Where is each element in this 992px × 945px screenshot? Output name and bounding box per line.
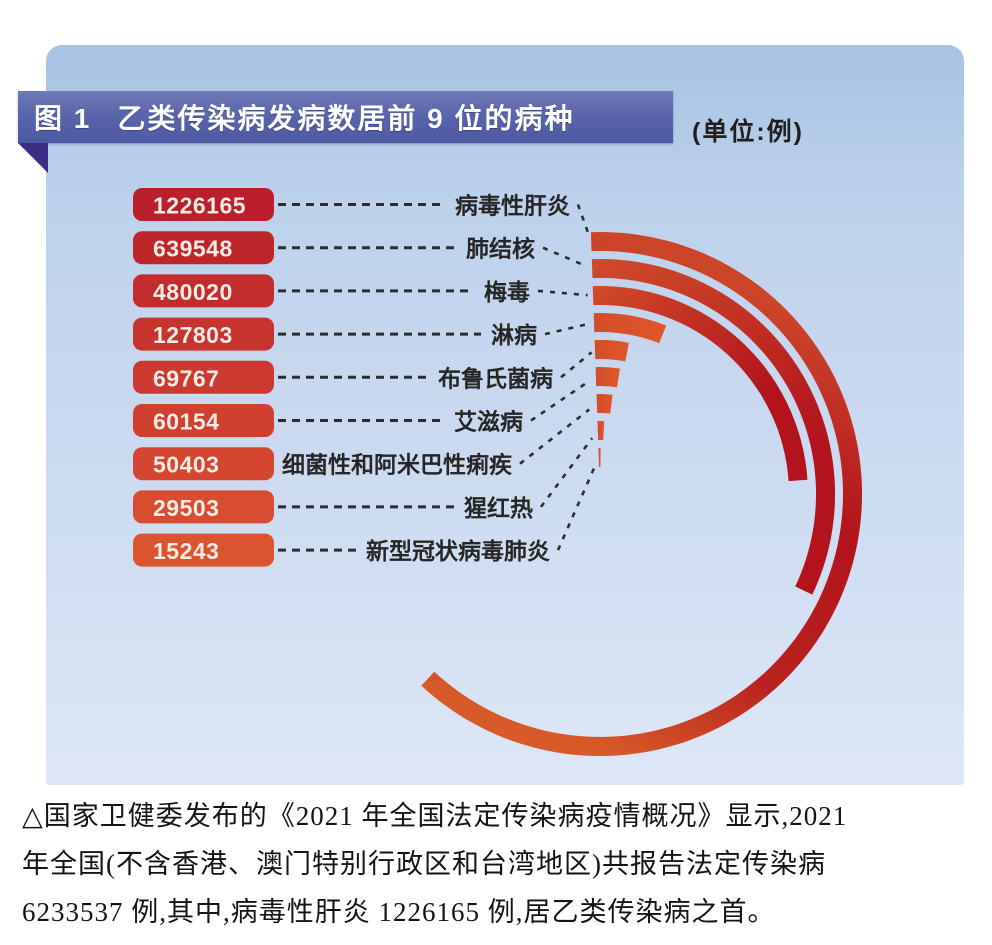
value-label: 639548: [153, 236, 233, 262]
chart-row: 1226165 病毒性肝炎: [133, 188, 863, 757]
caption-line-3: 6233537 例,其中,病毒性肝炎 1226165 例,居乙类传染病之首。: [22, 897, 776, 927]
disease-label: 猩红热: [463, 495, 533, 521]
disease-label: 梅毒: [484, 279, 530, 305]
disease-label: 新型冠状病毒肺炎: [366, 538, 550, 564]
radial-arc: [591, 258, 836, 595]
value-label: 127803: [153, 322, 233, 348]
leader-line-diagonal: [544, 322, 590, 336]
disease-label: 病毒性肝炎: [455, 193, 570, 219]
value-box: [133, 490, 274, 524]
radial-arc: [595, 367, 620, 388]
radial-arc: [598, 447, 601, 467]
chart-row: 29503 猩红热: [133, 420, 605, 524]
value-label: 1226165: [153, 193, 246, 219]
chart-row: 69767 布鲁氏菌病: [133, 339, 629, 394]
radial-arc: [596, 394, 613, 414]
figure-title: 乙类传染病发病数居前 9 位的病种: [117, 103, 575, 134]
value-label: 480020: [153, 279, 233, 305]
value-box: [133, 317, 274, 351]
value-box: [133, 274, 274, 308]
chart-row: 60154 艾滋病: [133, 367, 620, 437]
value-box: [133, 188, 274, 221]
radial-arc: [421, 232, 863, 757]
value-label: 29503: [153, 495, 219, 521]
figure-title-banner: 图 1 乙类传染病发病数居前 9 位的病种: [18, 91, 673, 143]
chart-row: 127803 淋病: [133, 312, 667, 351]
radial-arc: [594, 339, 629, 362]
radial-arc: [592, 285, 808, 482]
disease-label: 肺结核: [466, 236, 535, 262]
caption-line-2: 年全国(不含香港、澳门特别行政区和台湾地区)共报告法定传染病: [22, 849, 826, 879]
value-label: 15243: [153, 538, 219, 564]
figure-number: 图 1: [34, 103, 92, 134]
radial-arc: [593, 312, 667, 344]
unit-label: (单位:例): [692, 118, 804, 146]
value-box: [133, 231, 274, 265]
disease-label: 淋病: [491, 322, 537, 348]
chart-row: 15243 新型冠状病毒肺炎: [133, 447, 601, 567]
value-label: 69767: [153, 365, 219, 391]
value-box: [133, 447, 274, 481]
leader-line-diagonal: [519, 408, 590, 465]
value-box: [133, 533, 274, 567]
leader-line-diagonal: [537, 289, 588, 297]
value-box: [133, 404, 274, 437]
chart-row: 480020 梅毒: [133, 274, 808, 482]
leader-line-diagonal: [560, 351, 593, 379]
caption-line-1: △国家卫健委发布的《2021 年全国法定传染病疫情概况》显示,2021: [22, 801, 848, 831]
disease-label: 布鲁氏菌病: [438, 365, 553, 391]
disease-label: 艾滋病: [454, 409, 523, 435]
radial-arc: [597, 420, 605, 441]
value-label: 50403: [153, 452, 219, 478]
leader-line-diagonal: [542, 246, 588, 268]
value-label: 60154: [153, 409, 219, 435]
leader-line-diagonal: [556, 466, 596, 551]
leader-line-diagonal: [539, 437, 594, 508]
leader-line-diagonal: [576, 204, 592, 239]
caption: △国家卫健委发布的《2021 年全国法定传染病疫情概况》显示,2021 年全国(…: [22, 792, 974, 936]
chart-row: 50403 细菌性和阿米巴性痢疾: [133, 394, 613, 481]
disease-label: 细菌性和阿米巴性痢疾: [282, 452, 512, 478]
value-box: [133, 360, 274, 394]
chart-row: 639548 肺结核: [133, 231, 836, 595]
